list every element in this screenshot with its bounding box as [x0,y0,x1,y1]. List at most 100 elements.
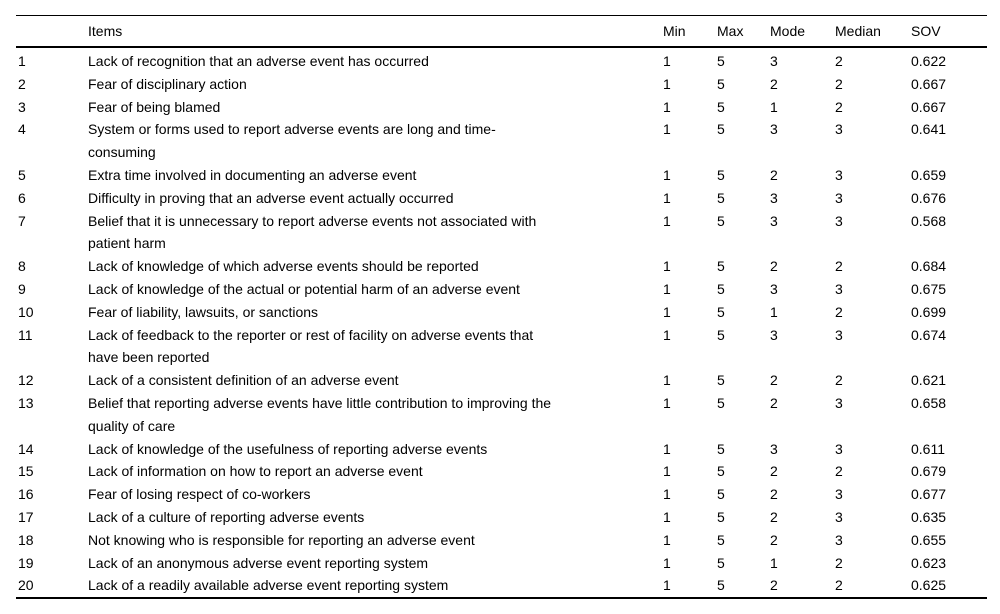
item-text-cell: Lack of feedback to the reporter or rest… [88,326,534,366]
row-number-cell: 20 [18,577,34,594]
item-text-cell: Extra time involved in documenting an ad… [88,166,417,183]
mode-value-cell: 1 [770,554,778,571]
min-value-cell: 1 [663,440,671,457]
row-number-cell: 11 [18,326,33,343]
median-value-cell: 2 [835,303,843,320]
sov-value-cell: 0.684 [911,258,947,275]
row-number-cell: 2 [18,75,26,92]
sov-value-cell: 0.568 [911,212,947,229]
max-value-cell: 5 [717,326,725,343]
min-value-cell: 1 [663,212,671,229]
table-row: 16 Fear of losing respect of co-workers … [16,483,987,506]
table-row: 10 Fear of liability, lawsuits, or sanct… [16,301,987,324]
min-value-cell: 1 [663,372,671,389]
column-header-number [16,16,86,48]
max-value-cell: 5 [717,98,725,115]
median-value-cell: 3 [835,326,843,343]
sov-value-cell: 0.622 [911,53,947,69]
median-value-cell: 2 [835,372,843,389]
row-number-cell: 7 [18,212,26,229]
mode-value-cell: 2 [770,508,778,525]
sov-value-cell: 0.623 [911,554,947,571]
column-header-mode: Mode [770,22,806,39]
item-text-cell: Lack of recognition that an adverse even… [88,53,429,69]
item-text-cell: Fear of liability, lawsuits, or sanction… [88,303,319,320]
table-row: 11 Lack of feedback to the reporter or r… [16,324,987,370]
mode-value-cell: 1 [770,303,778,320]
median-value-cell: 2 [835,98,843,115]
min-value-cell: 1 [663,303,671,320]
median-value-cell: 2 [835,258,843,275]
table-row: 2 Fear of disciplinary action 1 5 2 2 0.… [16,73,987,96]
item-text-cell: Lack of knowledge of the usefulness of r… [88,440,488,457]
row-number-cell: 13 [18,394,34,411]
min-value-cell: 1 [663,189,671,206]
min-value-cell: 1 [663,75,671,92]
item-text-cell: Lack of a culture of reporting adverse e… [88,508,365,525]
sov-value-cell: 0.699 [911,303,947,320]
max-value-cell: 5 [717,463,725,480]
item-text-cell: Not knowing who is responsible for repor… [88,531,475,548]
min-value-cell: 1 [663,508,671,525]
median-value-cell: 3 [835,440,843,457]
sov-value-cell: 0.635 [911,508,947,525]
mode-value-cell: 2 [770,372,778,389]
mode-value-cell: 3 [770,189,778,206]
item-text-cell: Belief that it is unnecessary to report … [88,212,537,252]
mode-value-cell: 3 [770,121,778,138]
max-value-cell: 5 [717,577,725,594]
min-value-cell: 1 [663,486,671,503]
table-row: 8 Lack of knowledge of which adverse eve… [16,255,987,278]
max-value-cell: 5 [717,508,725,525]
median-value-cell: 3 [835,486,843,503]
sov-value-cell: 0.641 [911,121,947,138]
mode-value-cell: 2 [770,531,778,548]
item-text-cell: Lack of a readily available adverse even… [88,577,449,594]
median-value-cell: 3 [835,121,843,138]
column-header-sov: SOV [911,22,941,39]
sov-value-cell: 0.667 [911,75,947,92]
table-row: 14 Lack of knowledge of the usefulness o… [16,438,987,461]
mode-value-cell: 3 [770,440,778,457]
item-text-cell: Belief that reporting adverse events hav… [88,394,552,434]
max-value-cell: 5 [717,53,725,69]
max-value-cell: 5 [717,280,725,297]
median-value-cell: 2 [835,577,843,594]
min-value-cell: 1 [663,53,671,69]
sov-value-cell: 0.655 [911,531,947,548]
item-text-cell: Fear of losing respect of co-workers [88,486,311,503]
mode-value-cell: 3 [770,280,778,297]
item-text-cell: Lack of knowledge of the actual or poten… [88,280,520,297]
sov-value-cell: 0.667 [911,98,947,115]
survey-items-table-container: Items Min Max Mode Median SOV 1 Lack of … [16,15,987,600]
table-row: 20 Lack of a readily available adverse e… [16,574,987,598]
sov-value-cell: 0.674 [911,326,947,343]
row-number-cell: 8 [18,258,26,275]
median-value-cell: 3 [835,166,843,183]
max-value-cell: 5 [717,554,725,571]
median-value-cell: 3 [835,508,843,525]
max-value-cell: 5 [717,75,725,92]
median-value-cell: 3 [835,189,843,206]
table-row: 4 System or forms used to report adverse… [16,118,987,164]
column-header-max: Max [717,22,744,39]
median-value-cell: 3 [835,280,843,297]
max-value-cell: 5 [717,189,725,206]
min-value-cell: 1 [663,463,671,480]
row-number-cell: 5 [18,166,26,183]
mode-value-cell: 1 [770,98,778,115]
row-number-cell: 1 [18,53,26,69]
max-value-cell: 5 [717,258,725,275]
max-value-cell: 5 [717,166,725,183]
table-row: 15 Lack of information on how to report … [16,460,987,483]
sov-value-cell: 0.677 [911,486,947,503]
min-value-cell: 1 [663,394,671,411]
min-value-cell: 1 [663,554,671,571]
header-row: Items Min Max Mode Median SOV [16,16,987,48]
table-row: 18 Not knowing who is responsible for re… [16,529,987,552]
max-value-cell: 5 [717,303,725,320]
sov-value-cell: 0.676 [911,189,947,206]
survey-items-table: Items Min Max Mode Median SOV 1 Lack of … [16,15,987,600]
row-number-cell: 17 [18,508,34,525]
median-value-cell: 3 [835,212,843,229]
